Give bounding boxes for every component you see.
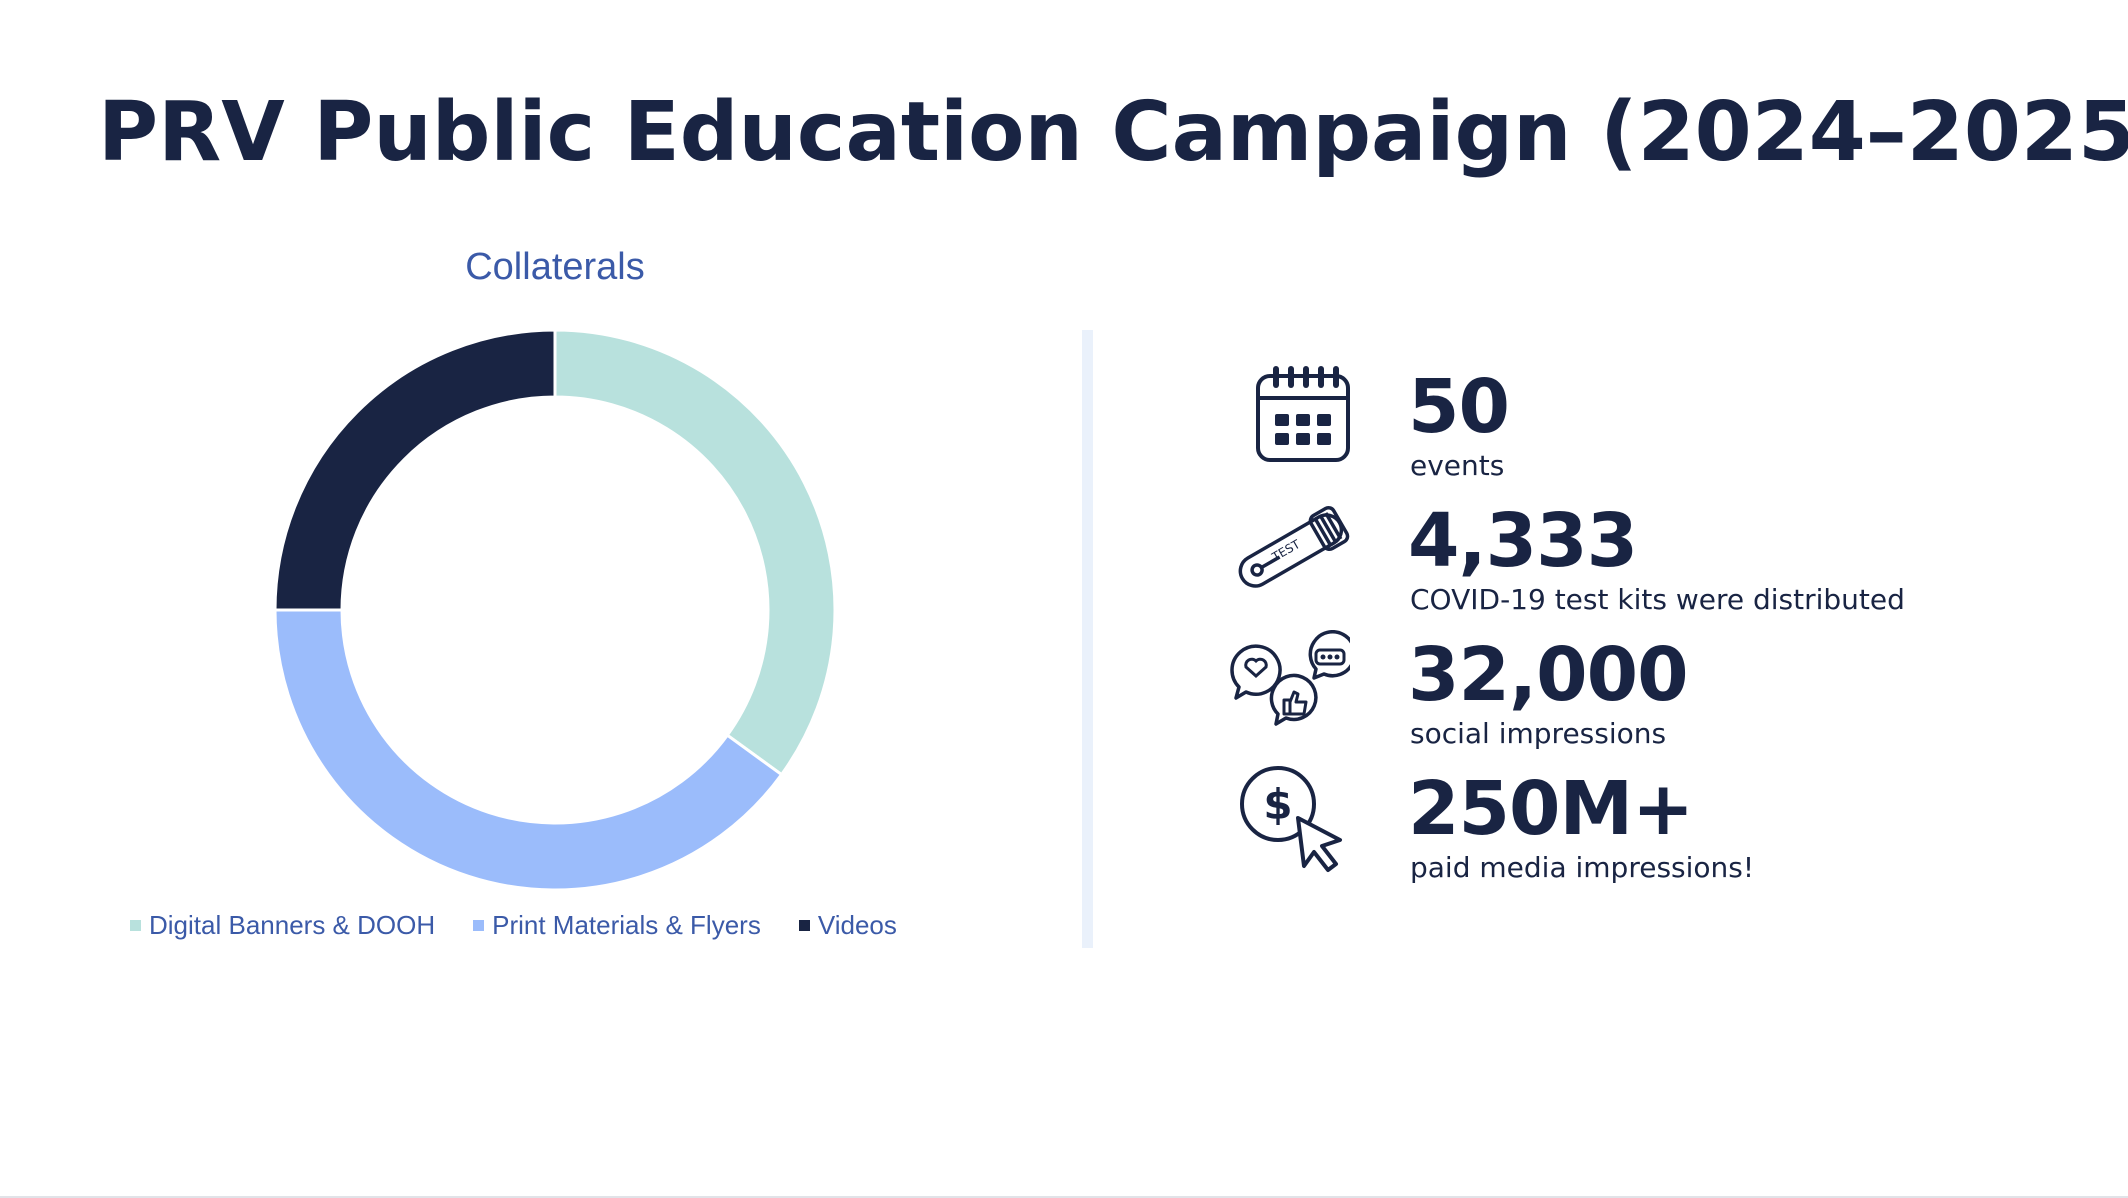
page-title: PRV Public Education Campaign (2024–2025… (98, 85, 2128, 180)
donut-slice-print-materials-flyers (273, 608, 784, 892)
legend-swatch (798, 920, 810, 931)
test-kit-label: TEST (1269, 537, 1303, 565)
stat-social: 32,000 social impressions (1230, 630, 2050, 764)
stat-value: 32,000 (1408, 632, 1689, 718)
stat-caption: social impressions (1410, 717, 1667, 750)
stat-caption: events (1410, 449, 1505, 482)
stat-events: 50 events (1230, 362, 2050, 496)
donut-slices (273, 328, 837, 892)
stats-list: 50 events TEST 4,333 COVID-19 test kits … (1230, 362, 2050, 898)
legend-label: Digital Banners & DOOH (149, 910, 436, 940)
stat-value: 250M+ (1408, 766, 1694, 852)
test-kit-icon: TEST (1238, 505, 1350, 588)
donut-chart: Collaterals (273, 246, 837, 892)
legend-swatch (473, 920, 485, 931)
dollar-sign-glyph: $ (1263, 780, 1292, 829)
legend-label: Videos (817, 910, 897, 940)
bottom-rule (0, 1196, 2128, 1198)
stat-paid-media: $ 250M+ paid media impressions! (1230, 764, 2050, 898)
chart-legend: Digital Banners & DOOH Print Materials & … (130, 910, 897, 941)
legend-label: Print Materials & Flyers (492, 910, 761, 940)
chart-title: Collaterals (465, 246, 645, 288)
legend-item: Digital Banners & DOOH (130, 910, 435, 941)
calendar-icon (1256, 366, 1350, 462)
donut-slice-videos (273, 328, 557, 612)
legend-item: Videos (798, 910, 897, 941)
legend-swatch (130, 920, 141, 931)
stat-test-kits: TEST 4,333 COVID-19 test kits were distr… (1230, 496, 2050, 630)
collaterals-chart: Collaterals Digital Banners & DOOH Print … (100, 240, 1100, 960)
stat-value: 4,333 (1408, 498, 1638, 584)
stat-value: 50 (1408, 364, 1510, 450)
stat-caption: COVID-19 test kits were distributed (1410, 583, 1905, 616)
legend-item: Print Materials & Flyers (473, 910, 761, 941)
social-reactions-icon (1230, 630, 1350, 726)
vertical-divider (1082, 330, 1093, 948)
paid-media-cursor-icon: $ (1240, 766, 1342, 872)
donut-slice-digital-banners-dooh (553, 328, 837, 777)
stat-caption: paid media impressions! (1410, 851, 1755, 884)
